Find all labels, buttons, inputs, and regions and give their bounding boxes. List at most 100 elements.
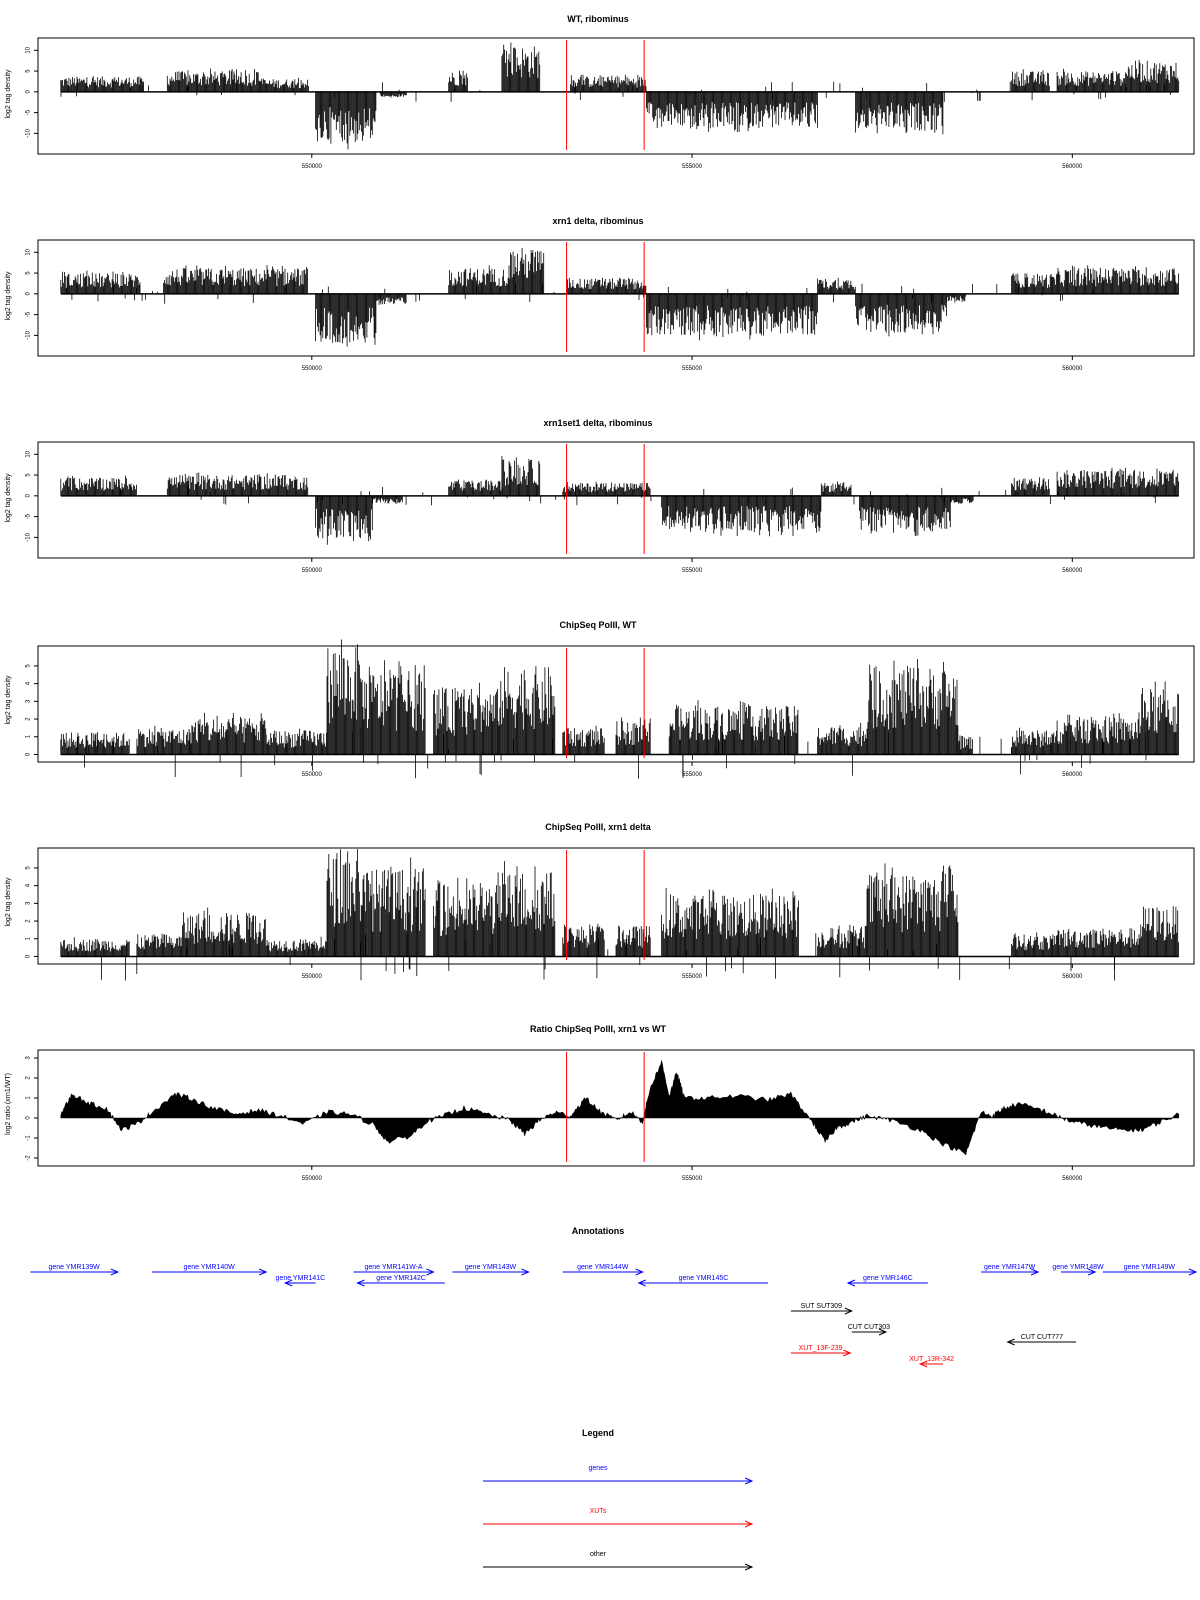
y-tick-label: 0 xyxy=(26,292,32,296)
plot-frame xyxy=(37,441,1195,559)
data-segment xyxy=(1056,265,1179,294)
panel-title: xrn1set1 delta, ribominus xyxy=(543,418,652,428)
x-tick-label: 555000 xyxy=(682,568,703,574)
y-axis-label: log2 tag density xyxy=(5,877,12,927)
plot-area: -10 -5 0 5 10 550000 555000 560000 xyxy=(26,441,1195,574)
data-segment xyxy=(60,475,137,496)
data-segment xyxy=(855,293,947,337)
data-segment xyxy=(817,722,867,755)
data-segment xyxy=(1056,467,1179,496)
data-segment xyxy=(509,247,545,294)
plot-frame xyxy=(37,645,1195,763)
x-tick-label: 550000 xyxy=(302,772,323,778)
plot-frame xyxy=(37,847,1195,965)
y-axis: -10 -5 0 5 10 xyxy=(26,46,38,138)
x-tick-label: 555000 xyxy=(682,772,703,778)
data-segment xyxy=(646,91,818,133)
data-segment xyxy=(668,700,799,755)
y-axis: 0 1 2 3 4 5 xyxy=(26,664,38,756)
y-tick-label: 10 xyxy=(26,248,32,255)
y-axis-label: log2 tag density xyxy=(5,69,12,119)
data-segment xyxy=(1011,477,1050,496)
data-series xyxy=(60,639,1179,779)
y-tick-label: -10 xyxy=(26,532,32,541)
data-segment xyxy=(315,91,377,150)
y-tick-label: 4 xyxy=(26,681,32,685)
data-sparse xyxy=(76,731,1147,779)
data-segment xyxy=(448,479,503,496)
y-tick-label: 0 xyxy=(26,90,32,94)
y-tick-label: -10 xyxy=(26,330,32,339)
y-tick-label: 10 xyxy=(26,46,32,53)
data-segment xyxy=(497,666,556,755)
y-tick-label: 5 xyxy=(26,664,32,668)
data-segment xyxy=(433,682,498,755)
y-tick-label: -5 xyxy=(26,311,32,317)
x-tick-label: 550000 xyxy=(302,164,323,170)
panel-title: ChipSeq PolII, xrn1 delta xyxy=(545,822,652,832)
data-segment xyxy=(60,270,141,294)
x-tick-label: 550000 xyxy=(302,366,323,372)
data-segment xyxy=(950,495,974,504)
data-segment xyxy=(957,735,973,755)
x-tick-label: 560000 xyxy=(1062,772,1083,778)
data-segment xyxy=(859,495,951,536)
data-sparse xyxy=(66,283,1093,304)
data-segment xyxy=(1011,727,1057,755)
data-segment xyxy=(817,277,856,294)
y-axis-label: log2 tag density xyxy=(5,271,12,321)
x-tick-label: 560000 xyxy=(1062,568,1083,574)
panel-title: WT, ribominus xyxy=(567,14,629,24)
data-segment xyxy=(1140,681,1179,755)
y-tick-label: -10 xyxy=(26,128,32,137)
x-tick-label: 555000 xyxy=(682,164,703,170)
data-segment xyxy=(326,639,362,755)
data-segment xyxy=(820,481,852,496)
data-segment xyxy=(855,91,944,135)
panel-title: ChipSeq PolII, WT xyxy=(560,620,637,630)
plot-area: -10 -5 0 5 10 550000 555000 560000 xyxy=(26,239,1195,372)
data-segment xyxy=(136,725,191,755)
y-tick-label: 1 xyxy=(26,734,32,738)
data-segment xyxy=(315,495,373,545)
y-tick-label: 10 xyxy=(26,450,32,457)
y-tick-label: 5 xyxy=(26,271,32,275)
x-tick-label: 560000 xyxy=(1062,366,1083,372)
data-segment xyxy=(1056,68,1126,92)
data-segment xyxy=(375,293,407,305)
y-axis-label: log2 tag density xyxy=(5,473,12,523)
data-segment xyxy=(1125,59,1180,92)
data-segment xyxy=(261,77,308,92)
x-tick-label: 560000 xyxy=(1062,164,1083,170)
x-axis: 550000 555000 560000 xyxy=(302,558,1083,574)
y-axis-label: log2 tag density xyxy=(5,675,12,725)
y-tick-label: -5 xyxy=(26,513,32,519)
data-segment xyxy=(448,265,510,294)
data-segment xyxy=(866,659,959,755)
data-segment xyxy=(136,933,183,957)
y-tick-label: 5 xyxy=(26,473,32,477)
y-tick-label: 3 xyxy=(26,699,32,703)
x-axis: 550000 555000 560000 xyxy=(302,356,1083,372)
x-axis: 550000 555000 560000 xyxy=(302,154,1083,170)
data-segment xyxy=(315,293,377,347)
x-axis: 550000 555000 560000 xyxy=(302,762,1083,778)
data-segment xyxy=(182,907,266,957)
data-segment xyxy=(562,481,651,496)
plot-frame xyxy=(37,37,1195,155)
data-segment xyxy=(60,732,130,755)
data-segment xyxy=(189,712,267,755)
data-segment xyxy=(501,42,541,92)
data-segment xyxy=(60,76,145,92)
data-segment xyxy=(646,293,818,341)
panel-xrn1set1-ribominus: xrn1set1 delta, ribominus log2 tag densi… xyxy=(5,418,1195,574)
data-segment xyxy=(163,265,308,294)
panel-chipseq-xrn1: ChipSeq PolII, xrn1 delta log2 tag densi… xyxy=(5,822,1195,981)
x-tick-label: 555000 xyxy=(682,366,703,372)
y-tick-label: 5 xyxy=(26,69,32,73)
panel-title: xrn1 delta, ribominus xyxy=(552,216,643,226)
plot-frame xyxy=(37,239,1195,357)
